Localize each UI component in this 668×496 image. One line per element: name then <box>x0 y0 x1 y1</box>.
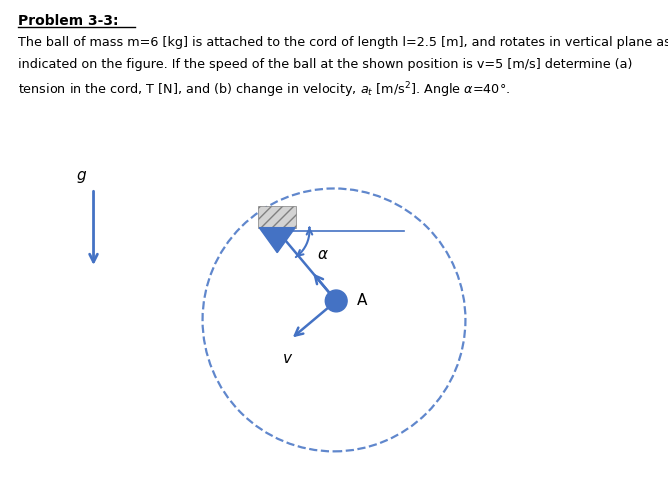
Circle shape <box>325 290 347 312</box>
Text: The ball of mass m=6 [kg] is attached to the cord of length l=2.5 [m], and rotat: The ball of mass m=6 [kg] is attached to… <box>18 36 668 49</box>
Text: g: g <box>77 169 86 184</box>
Text: $\alpha$: $\alpha$ <box>317 248 329 262</box>
Text: v: v <box>283 351 292 366</box>
Text: tension in the cord, T [N], and (b) change in velocity, $a_t$ [m/s$^2$]. Angle $: tension in the cord, T [N], and (b) chan… <box>18 80 510 100</box>
Polygon shape <box>259 228 295 252</box>
Text: Problem 3-3:: Problem 3-3: <box>18 14 118 28</box>
Text: indicated on the figure. If the speed of the ball at the shown position is v=5 [: indicated on the figure. If the speed of… <box>18 58 633 71</box>
Text: A: A <box>357 294 367 309</box>
Bar <box>259 206 296 228</box>
